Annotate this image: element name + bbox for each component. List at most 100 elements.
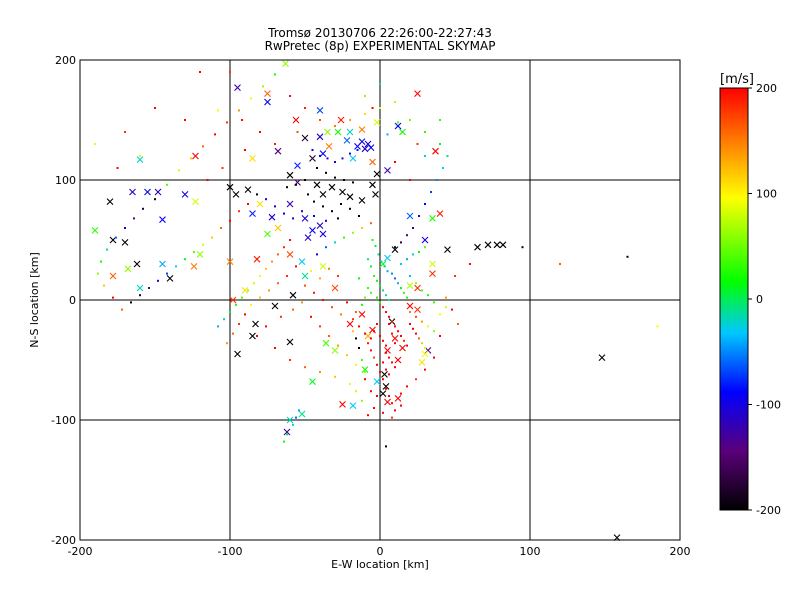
data-point-dot xyxy=(154,198,156,201)
data-point-dot xyxy=(334,125,336,127)
data-point-dot xyxy=(259,131,261,133)
data-point-dot xyxy=(241,119,243,121)
data-point-cross xyxy=(414,306,421,313)
data-point-dot xyxy=(370,291,372,294)
data-point-cross xyxy=(124,265,132,273)
data-point-cross xyxy=(154,188,162,196)
data-point-dot xyxy=(328,335,330,337)
data-point-dot xyxy=(373,407,375,409)
data-point-cross xyxy=(292,116,300,124)
data-point-dot xyxy=(409,323,411,325)
data-point-dot xyxy=(406,385,408,388)
data-point-dot xyxy=(415,378,417,381)
data-point-dot xyxy=(124,131,126,133)
data-point-dot xyxy=(445,306,447,309)
data-point-dot xyxy=(385,368,387,371)
x-tick-label: 200 xyxy=(670,545,691,558)
data-point-cross xyxy=(429,260,436,268)
data-point-dot xyxy=(286,275,288,277)
data-point-dot xyxy=(139,294,141,297)
data-point-dot xyxy=(289,239,291,241)
data-point-dot xyxy=(364,371,366,373)
data-point-dot xyxy=(424,347,426,349)
data-point-cross xyxy=(328,183,336,191)
data-point-dot xyxy=(559,263,561,265)
data-point-dot xyxy=(337,217,339,220)
data-point-dot xyxy=(286,186,288,189)
data-point-dot xyxy=(421,342,423,345)
data-point-dot xyxy=(391,402,393,405)
data-point-cross xyxy=(256,200,264,208)
colorbar xyxy=(719,87,749,511)
y-tick-label: 100 xyxy=(55,174,76,187)
data-point-dot xyxy=(178,169,180,172)
data-point-dot xyxy=(358,347,360,349)
data-point-cross xyxy=(484,241,492,249)
x-tick-label: -200 xyxy=(68,545,93,558)
data-point-cross xyxy=(319,263,327,270)
data-point-dot xyxy=(199,71,201,73)
chart-subtitle: RwPretec (8p) EXPERIMENTAL SKYMAP xyxy=(265,39,496,53)
data-point-dot xyxy=(364,378,366,381)
data-point-cross xyxy=(274,147,282,155)
data-point-dot xyxy=(319,119,321,121)
data-point-cross xyxy=(331,284,339,292)
data-point-dot xyxy=(190,157,192,160)
data-point-dot xyxy=(296,131,299,133)
data-point-dot xyxy=(385,445,387,448)
data-point-cross xyxy=(406,282,414,289)
data-point-dot xyxy=(376,395,378,397)
data-point-dot xyxy=(298,409,300,412)
data-point-dot xyxy=(380,260,383,263)
data-point-dot xyxy=(370,265,372,268)
colorbar-tick-label: 200 xyxy=(756,82,777,95)
data-point-cross xyxy=(264,230,271,238)
data-point-dot xyxy=(295,416,297,419)
y-tick-label: 0 xyxy=(69,294,76,307)
data-point-cross xyxy=(382,383,390,390)
data-point-dot xyxy=(446,155,449,157)
data-point-cross xyxy=(384,167,391,174)
data-point-dot xyxy=(370,349,372,352)
data-point-cross xyxy=(337,116,345,124)
data-point-dot xyxy=(313,215,315,217)
data-point-dot xyxy=(319,371,321,373)
data-point-dot xyxy=(361,399,363,402)
data-point-dot xyxy=(374,245,377,247)
data-point-cross xyxy=(369,181,376,189)
data-point-cross xyxy=(159,216,166,223)
data-point-dot xyxy=(388,395,390,397)
data-point-cross xyxy=(286,171,294,179)
data-point-dot xyxy=(265,198,267,201)
data-point-dot xyxy=(289,95,291,97)
data-point-cross xyxy=(249,332,256,340)
data-point-cross xyxy=(316,133,324,141)
data-point-dot xyxy=(256,193,258,196)
data-point-cross xyxy=(192,152,199,160)
data-point-dot xyxy=(415,332,417,335)
data-point-dot xyxy=(391,332,393,335)
data-point-cross xyxy=(298,258,306,265)
data-point-cross xyxy=(319,230,327,238)
data-point-dot xyxy=(388,323,390,325)
data-point-dot xyxy=(325,219,327,222)
data-point-dot xyxy=(367,414,369,417)
data-point-dot xyxy=(361,303,363,306)
data-point-cross xyxy=(264,98,271,106)
data-point-cross xyxy=(252,320,259,328)
data-point-dot xyxy=(295,183,297,186)
data-point-dot xyxy=(382,361,384,364)
data-point-dot xyxy=(412,327,414,330)
data-point-dot xyxy=(301,210,303,213)
data-point-dot xyxy=(343,179,345,181)
data-point-dot xyxy=(364,113,366,115)
data-point-dot xyxy=(418,215,420,217)
data-point-dot xyxy=(274,143,276,145)
data-point-dot xyxy=(274,347,276,349)
data-point-dot xyxy=(301,301,303,304)
data-point-dot xyxy=(388,373,390,376)
data-point-dot xyxy=(364,296,366,299)
data-point-cross xyxy=(358,197,366,204)
data-point-dot xyxy=(355,311,357,313)
